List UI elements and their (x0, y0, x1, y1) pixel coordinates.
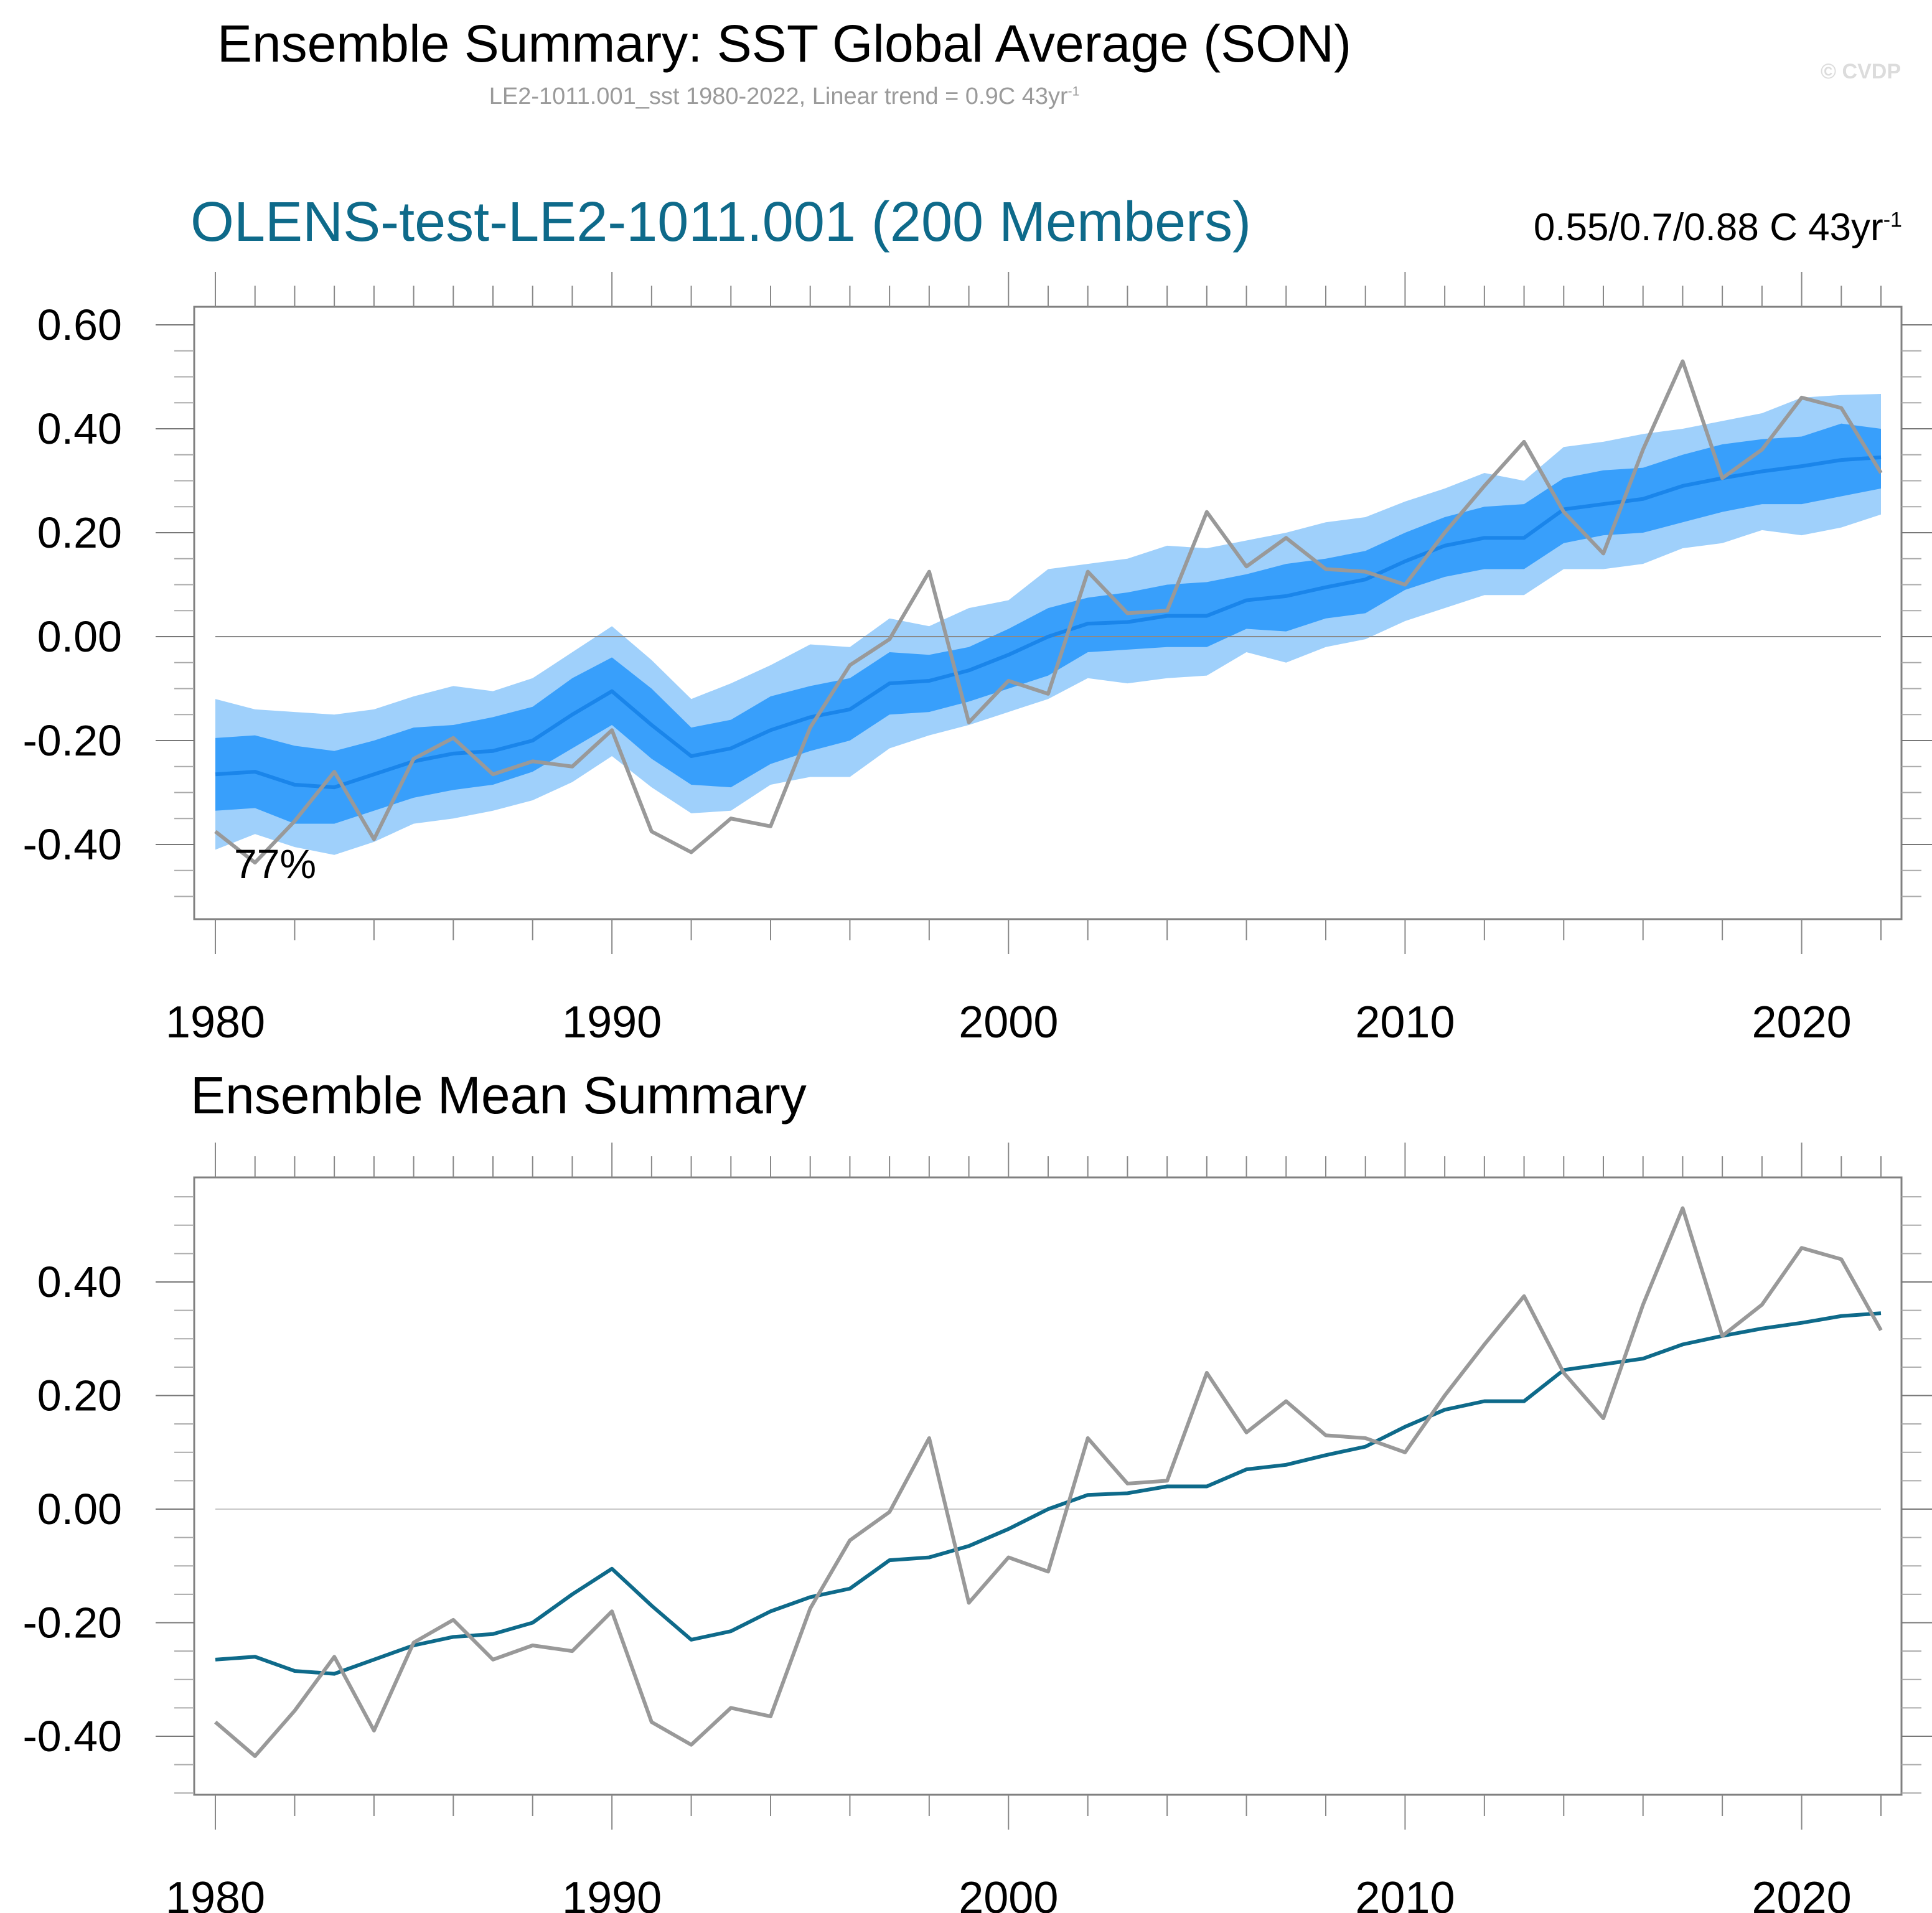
y-tick-label: 0.00 (37, 612, 122, 661)
y-tick-label: -0.40 (22, 820, 122, 869)
plot-frame (193, 1176, 1903, 1796)
subtitle-text: LE2-1011.001_sst 1980-2022, Linear trend… (489, 83, 1068, 110)
y-tick-label: -0.20 (22, 1599, 122, 1647)
x-tick-label: 2010 (1355, 998, 1455, 1047)
bottom-panel-plot: 0.40 0.20 0.00 -0.20 -0.40 1980 1990 2000 2010 20… (22, 1143, 1932, 1913)
y-tick-label: 0.20 (37, 508, 122, 557)
x-tick-label: 1980 (166, 1873, 265, 1913)
x-tick-label: 2000 (959, 998, 1058, 1047)
x-tick-label: 2020 (1751, 998, 1851, 1047)
watermark: © CVDP (1821, 60, 1901, 83)
x-tick-label: 2020 (1751, 1873, 1851, 1913)
top-panel-trend-text: 0.55/0.7/0.88 C 43yr-1 (1534, 205, 1902, 250)
inner-percentile-band (215, 423, 1881, 824)
subtitle: LE2-1011.001_sst 1980-2022, Linear trend… (0, 83, 1569, 110)
top-panel-plot: 0.60 0.40 0.20 0.00 -0.20 -0.40 1980 1990 2000 20… (22, 272, 1932, 1047)
x-tick-label: 1990 (562, 998, 662, 1047)
percent-annotation: 77% (234, 841, 316, 887)
observed-line (214, 1206, 1883, 1758)
x-tick-label: 2010 (1355, 1873, 1455, 1913)
y-tick-label: 0.00 (37, 1485, 122, 1533)
trend-exponent: -1 (1883, 208, 1902, 232)
x-tick-label: 2000 (959, 1873, 1058, 1913)
y-tick-label: 0.40 (37, 1258, 122, 1306)
main-title: Ensemble Summary: SST Global Average (SO… (217, 14, 1352, 73)
subtitle-exponent: -1 (1067, 84, 1080, 99)
y-tick-label: 0.40 (37, 405, 122, 453)
ensemble-mean-line (215, 1311, 1882, 1676)
y-tick-label: 0.20 (37, 1372, 122, 1420)
x-tick-label: 1980 (166, 998, 265, 1047)
trend-value: 0.55/0.7/0.88 C 43yr (1533, 206, 1883, 249)
x-tick-label: 1990 (562, 1873, 662, 1913)
bottom-panel-title: Ensemble Mean Summary (190, 1066, 807, 1125)
y-tick-label: 0.60 (37, 301, 122, 349)
y-tick-label: -0.40 (22, 1712, 122, 1761)
top-panel-title: OLENS-test-LE2-1011.001 (200 Members) (190, 191, 1252, 253)
y-tick-label: -0.20 (22, 716, 122, 765)
